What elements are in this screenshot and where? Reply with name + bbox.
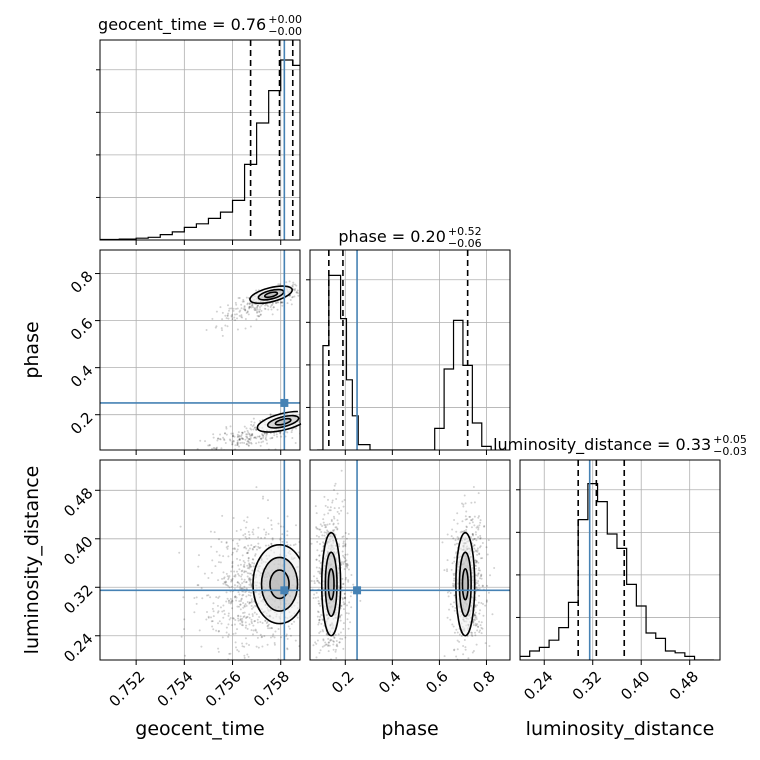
text-layer: 0.752 0.754 0.756 0.758 0.2 0.4 0.6 0.8 0.24 0.32… bbox=[21, 13, 747, 740]
x-tick-label-phase-0: 0.2 bbox=[328, 667, 358, 697]
title-minus-luminosity_distance: −0.03 bbox=[713, 445, 747, 458]
x-axis-label-phase: phase bbox=[381, 718, 438, 740]
title-main-geocent_time: geocent_time = 0.76 bbox=[98, 15, 266, 35]
x-tick-label-phase-1: 0.4 bbox=[375, 667, 405, 697]
truth-marker-luminosity_distance-geocent_time bbox=[280, 586, 289, 595]
x-tick-label-phase-3: 0.8 bbox=[469, 667, 499, 697]
title-luminosity_distance: luminosity_distance = 0.33 +0.05−0.03 bbox=[493, 433, 747, 458]
x-tick-label-geocent_time-3: 0.758 bbox=[250, 667, 293, 710]
title-equals-geocent_time: = bbox=[207, 15, 231, 34]
x-tick-label-luminosity_distance-1: 0.32 bbox=[569, 667, 605, 703]
y-tick-label-luminosity_distance-0: 0.24 bbox=[60, 630, 96, 666]
x-tick-label-luminosity_distance-2: 0.40 bbox=[617, 667, 653, 703]
title-param-phase: phase bbox=[338, 227, 386, 246]
y-axis-label-phase: phase bbox=[21, 321, 43, 378]
frame-luminosity_distance-phase bbox=[309, 459, 511, 661]
y-tick-label-phase-0: 0.2 bbox=[67, 409, 97, 439]
title-equals-phase: = bbox=[387, 227, 411, 246]
truth-marker-phase-geocent_time bbox=[280, 398, 289, 407]
title-plus-geocent_time: +0.00 bbox=[268, 13, 302, 26]
y-axis-label-luminosity_distance: luminosity_distance bbox=[21, 466, 43, 655]
frame-phase-geocent_time bbox=[99, 249, 301, 451]
data-layer bbox=[100, 40, 714, 660]
title-plus-phase: +0.52 bbox=[448, 225, 482, 238]
histogram-phase bbox=[317, 274, 492, 450]
y-tick-label-phase-3: 0.8 bbox=[67, 267, 97, 297]
title-param-geocent_time: geocent_time bbox=[98, 15, 207, 35]
title-main-luminosity_distance: luminosity_distance = 0.33 bbox=[493, 435, 711, 455]
title-equals-luminosity_distance: = bbox=[652, 435, 676, 454]
frame-geocent_time-geocent_time bbox=[99, 39, 301, 241]
title-minus-phase: −0.06 bbox=[448, 237, 482, 250]
x-tick-label-geocent_time-1: 0.754 bbox=[154, 667, 197, 710]
scatter-phase-geocent-upper bbox=[205, 280, 300, 337]
title-param-luminosity_distance: luminosity_distance bbox=[493, 435, 652, 455]
contour-dist-phase-right-2 bbox=[461, 567, 469, 601]
x-tick-label-geocent_time-0: 0.752 bbox=[105, 667, 148, 710]
y-tick-label-luminosity_distance-3: 0.48 bbox=[60, 484, 96, 520]
frame-luminosity_distance-geocent_time bbox=[99, 459, 301, 661]
x-tick-label-geocent_time-2: 0.756 bbox=[202, 667, 245, 710]
title-phase: phase = 0.20 +0.52−0.06 bbox=[338, 225, 481, 250]
y-tick-label-luminosity_distance-1: 0.32 bbox=[60, 581, 96, 617]
title-geocent_time: geocent_time = 0.76 +0.00−0.00 bbox=[98, 13, 302, 38]
title-median-luminosity_distance: 0.33 bbox=[676, 435, 712, 454]
histogram-geocent_time bbox=[100, 59, 300, 240]
y-tick-label-luminosity_distance-2: 0.40 bbox=[60, 533, 96, 569]
contour-phase-geocent-upper-2 bbox=[263, 291, 279, 299]
title-minus-geocent_time: −0.00 bbox=[268, 25, 302, 38]
x-axis-label-geocent_time: geocent_time bbox=[135, 718, 264, 740]
y-tick-label-phase-1: 0.4 bbox=[67, 361, 97, 391]
histogram-luminosity_distance bbox=[520, 483, 714, 660]
x-tick-label-luminosity_distance-0: 0.24 bbox=[520, 667, 556, 703]
x-tick-label-phase-2: 0.6 bbox=[422, 667, 452, 697]
title-main-phase: phase = 0.20 bbox=[338, 227, 445, 246]
grid-layer bbox=[100, 40, 720, 660]
y-tick-label-phase-2: 0.6 bbox=[67, 314, 97, 344]
x-axis-label-luminosity_distance: luminosity_distance bbox=[526, 718, 715, 740]
x-tick-label-luminosity_distance-3: 0.48 bbox=[666, 667, 702, 703]
frame-phase-phase bbox=[309, 249, 511, 451]
title-plus-luminosity_distance: +0.05 bbox=[713, 433, 747, 446]
title-median-geocent_time: 0.76 bbox=[231, 15, 267, 34]
frame-layer bbox=[95, 39, 721, 665]
scatter-phase-geocent-lower bbox=[196, 411, 300, 450]
truth-marker-luminosity_distance-phase bbox=[353, 586, 362, 595]
contour-dist-phase-left-2 bbox=[327, 567, 335, 601]
title-median-phase: 0.20 bbox=[410, 227, 446, 246]
frame-luminosity_distance-luminosity_distance bbox=[519, 459, 721, 661]
